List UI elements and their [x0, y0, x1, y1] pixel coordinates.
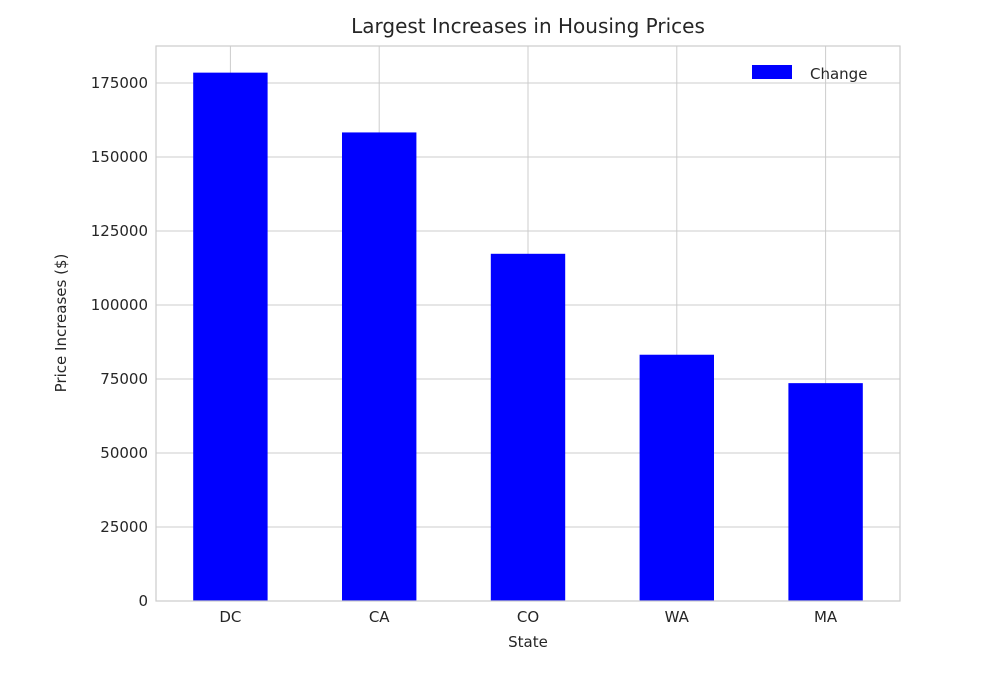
- x-axis-label: State: [508, 633, 548, 651]
- bars: [193, 72, 863, 602]
- y-tick-label: 25000: [100, 518, 148, 536]
- bar-wa: [639, 354, 714, 601]
- chart-title: Largest Increases in Housing Prices: [351, 14, 705, 38]
- y-axis-label: Price Increases ($): [52, 254, 70, 393]
- x-tick-label-dc: DC: [219, 608, 241, 626]
- bar-co: [490, 253, 566, 602]
- x-axis-ticks: DC CA CO WA MA: [219, 608, 838, 626]
- bar-ca: [342, 132, 417, 601]
- legend-label-change: Change: [810, 65, 867, 83]
- plot-frame: [155, 45, 901, 602]
- x-tick-label-ca: CA: [369, 608, 390, 626]
- x-tick-label-ma: MA: [814, 608, 838, 626]
- y-tick-label: 175000: [91, 74, 148, 92]
- y-tick-label: 100000: [91, 296, 148, 314]
- legend: Change: [752, 65, 867, 83]
- y-axis-ticks: 0 25000 50000 75000 100000 125000 150000 175000: [91, 74, 148, 610]
- y-tick-label: 150000: [91, 148, 148, 166]
- y-tick-label: 75000: [100, 370, 148, 388]
- bar-dc: [193, 72, 268, 601]
- bar-ma: [788, 383, 863, 601]
- y-tick-label: 125000: [91, 222, 148, 240]
- y-tick-label: 50000: [100, 444, 148, 462]
- legend-swatch-change: [752, 65, 792, 79]
- y-tick-label: 0: [138, 592, 148, 610]
- x-tick-label-co: CO: [517, 608, 539, 626]
- x-tick-label-wa: WA: [665, 608, 690, 626]
